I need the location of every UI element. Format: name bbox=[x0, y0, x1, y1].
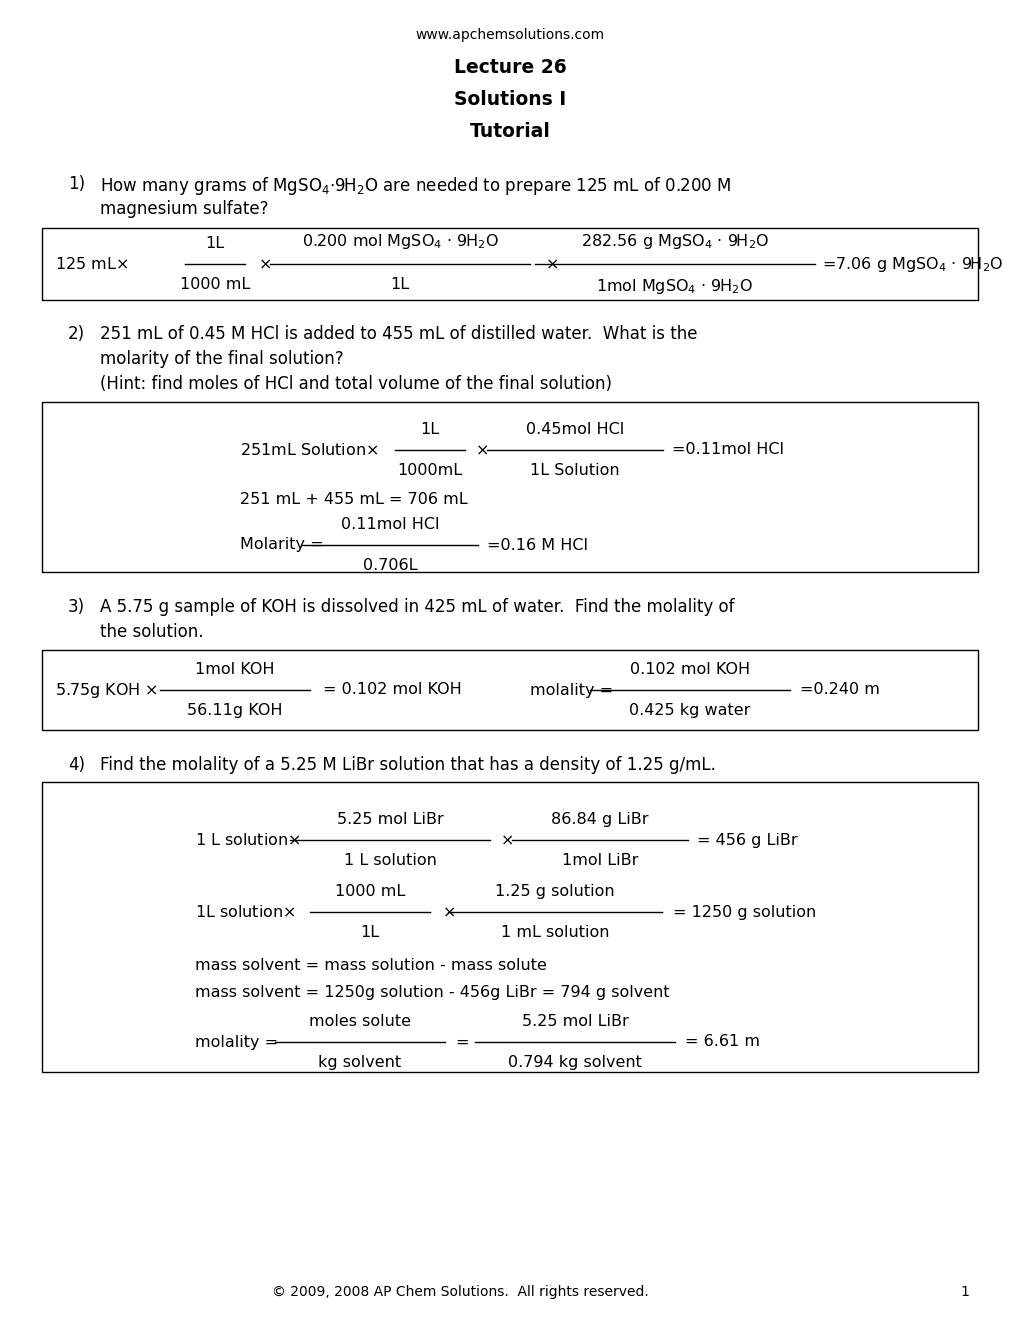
Text: 1000 mL: 1000 mL bbox=[334, 884, 405, 899]
Text: How many grams of MgSO$_4$$\cdot$9H$_2$O are needed to prepare 125 mL of 0.200 M: How many grams of MgSO$_4$$\cdot$9H$_2$O… bbox=[100, 176, 731, 197]
Bar bbox=[42, 649, 977, 730]
Text: 1L: 1L bbox=[205, 236, 224, 251]
Text: 5.75g KOH $\times$: 5.75g KOH $\times$ bbox=[55, 681, 158, 700]
Bar bbox=[42, 781, 977, 1072]
Text: 1L solution$\times$: 1L solution$\times$ bbox=[195, 904, 296, 920]
Text: 4): 4) bbox=[68, 756, 85, 774]
Text: 1mol LiBr: 1mol LiBr bbox=[561, 853, 638, 869]
Text: Molarity =: Molarity = bbox=[239, 537, 328, 553]
Text: =0.11mol HCl: =0.11mol HCl bbox=[672, 442, 784, 458]
Text: $\times$: $\times$ bbox=[258, 256, 271, 272]
Text: 2): 2) bbox=[68, 325, 85, 343]
Text: 0.706L: 0.706L bbox=[363, 558, 417, 573]
Text: A 5.75 g sample of KOH is dissolved in 425 mL of water.  Find the molality of: A 5.75 g sample of KOH is dissolved in 4… bbox=[100, 598, 734, 616]
Text: the solution.: the solution. bbox=[100, 623, 204, 642]
Text: 86.84 g LiBr: 86.84 g LiBr bbox=[550, 812, 648, 828]
Text: Tutorial: Tutorial bbox=[469, 121, 550, 141]
Text: 1mol KOH: 1mol KOH bbox=[195, 663, 274, 677]
Text: 1L Solution: 1L Solution bbox=[530, 463, 620, 478]
Bar bbox=[42, 403, 977, 572]
Text: 1000 mL: 1000 mL bbox=[179, 277, 250, 292]
Text: molality =: molality = bbox=[195, 1035, 283, 1049]
Text: $\times$: $\times$ bbox=[441, 904, 454, 920]
Text: mass solvent = 1250g solution - 456g LiBr = 794 g solvent: mass solvent = 1250g solution - 456g LiB… bbox=[195, 986, 668, 1001]
Text: 1L: 1L bbox=[420, 422, 439, 437]
Bar bbox=[42, 228, 977, 300]
Text: 1: 1 bbox=[959, 1284, 968, 1299]
Text: moles solute: moles solute bbox=[309, 1014, 411, 1030]
Text: = 6.61 m: = 6.61 m bbox=[685, 1035, 759, 1049]
Text: = 456 g LiBr: = 456 g LiBr bbox=[696, 833, 797, 847]
Text: 5.25 mol LiBr: 5.25 mol LiBr bbox=[336, 812, 443, 828]
Text: 282.56 g MgSO$_4$ $\cdot$ 9H$_2$O: 282.56 g MgSO$_4$ $\cdot$ 9H$_2$O bbox=[580, 232, 768, 251]
Text: =7.06 g MgSO$_4$ $\cdot$ 9H$_2$O: =7.06 g MgSO$_4$ $\cdot$ 9H$_2$O bbox=[821, 255, 1003, 273]
Text: 1L: 1L bbox=[360, 925, 379, 940]
Text: 1000mL: 1000mL bbox=[397, 463, 462, 478]
Text: = 1250 g solution: = 1250 g solution bbox=[673, 904, 815, 920]
Text: (Hint: find moles of HCl and total volume of the final solution): (Hint: find moles of HCl and total volum… bbox=[100, 375, 611, 393]
Text: 0.11mol HCl: 0.11mol HCl bbox=[340, 517, 439, 532]
Text: © 2009, 2008 AP Chem Solutions.  All rights reserved.: © 2009, 2008 AP Chem Solutions. All righ… bbox=[271, 1284, 648, 1299]
Text: 1.25 g solution: 1.25 g solution bbox=[494, 884, 614, 899]
Text: molarity of the final solution?: molarity of the final solution? bbox=[100, 350, 343, 368]
Text: $\times$: $\times$ bbox=[544, 256, 557, 272]
Text: 251 mL + 455 mL = 706 mL: 251 mL + 455 mL = 706 mL bbox=[239, 492, 467, 507]
Text: 1): 1) bbox=[68, 176, 85, 193]
Text: $\times$: $\times$ bbox=[499, 833, 513, 847]
Text: 0.425 kg water: 0.425 kg water bbox=[629, 704, 750, 718]
Text: mass solvent = mass solution - mass solute: mass solvent = mass solution - mass solu… bbox=[195, 957, 546, 973]
Text: $\times$: $\times$ bbox=[475, 442, 488, 458]
Text: =0.16 M HCl: =0.16 M HCl bbox=[486, 537, 587, 553]
Text: Solutions I: Solutions I bbox=[453, 90, 566, 110]
Text: 1mol MgSO$_4$ $\cdot$ 9H$_2$O: 1mol MgSO$_4$ $\cdot$ 9H$_2$O bbox=[596, 277, 753, 296]
Text: 1 L solution$\times$: 1 L solution$\times$ bbox=[195, 832, 301, 847]
Text: magnesium sulfate?: magnesium sulfate? bbox=[100, 201, 268, 218]
Text: 0.200 mol MgSO$_4$ $\cdot$ 9H$_2$O: 0.200 mol MgSO$_4$ $\cdot$ 9H$_2$O bbox=[302, 232, 498, 251]
Text: 251 mL of 0.45 M HCl is added to 455 mL of distilled water.  What is the: 251 mL of 0.45 M HCl is added to 455 mL … bbox=[100, 325, 697, 343]
Text: kg solvent: kg solvent bbox=[318, 1055, 401, 1071]
Text: =0.240 m: =0.240 m bbox=[799, 682, 879, 697]
Text: 125 mL$\times$: 125 mL$\times$ bbox=[55, 256, 128, 272]
Text: = 0.102 mol KOH: = 0.102 mol KOH bbox=[323, 682, 462, 697]
Text: 0.45mol HCl: 0.45mol HCl bbox=[526, 422, 624, 437]
Text: 0.102 mol KOH: 0.102 mol KOH bbox=[630, 663, 749, 677]
Text: 1 mL solution: 1 mL solution bbox=[500, 925, 608, 940]
Text: Lecture 26: Lecture 26 bbox=[453, 58, 566, 77]
Text: 1 L solution: 1 L solution bbox=[343, 853, 436, 869]
Text: 3): 3) bbox=[68, 598, 85, 616]
Text: 0.794 kg solvent: 0.794 kg solvent bbox=[507, 1055, 641, 1071]
Text: 251mL Solution$\times$: 251mL Solution$\times$ bbox=[239, 442, 378, 458]
Text: =: = bbox=[454, 1035, 468, 1049]
Text: 5.25 mol LiBr: 5.25 mol LiBr bbox=[521, 1014, 628, 1030]
Text: 56.11g KOH: 56.11g KOH bbox=[187, 704, 282, 718]
Text: 1L: 1L bbox=[390, 277, 410, 292]
Text: www.apchemsolutions.com: www.apchemsolutions.com bbox=[415, 28, 604, 42]
Text: molality =: molality = bbox=[530, 682, 618, 697]
Text: Find the molality of a 5.25 M LiBr solution that has a density of 1.25 g/mL.: Find the molality of a 5.25 M LiBr solut… bbox=[100, 756, 715, 774]
